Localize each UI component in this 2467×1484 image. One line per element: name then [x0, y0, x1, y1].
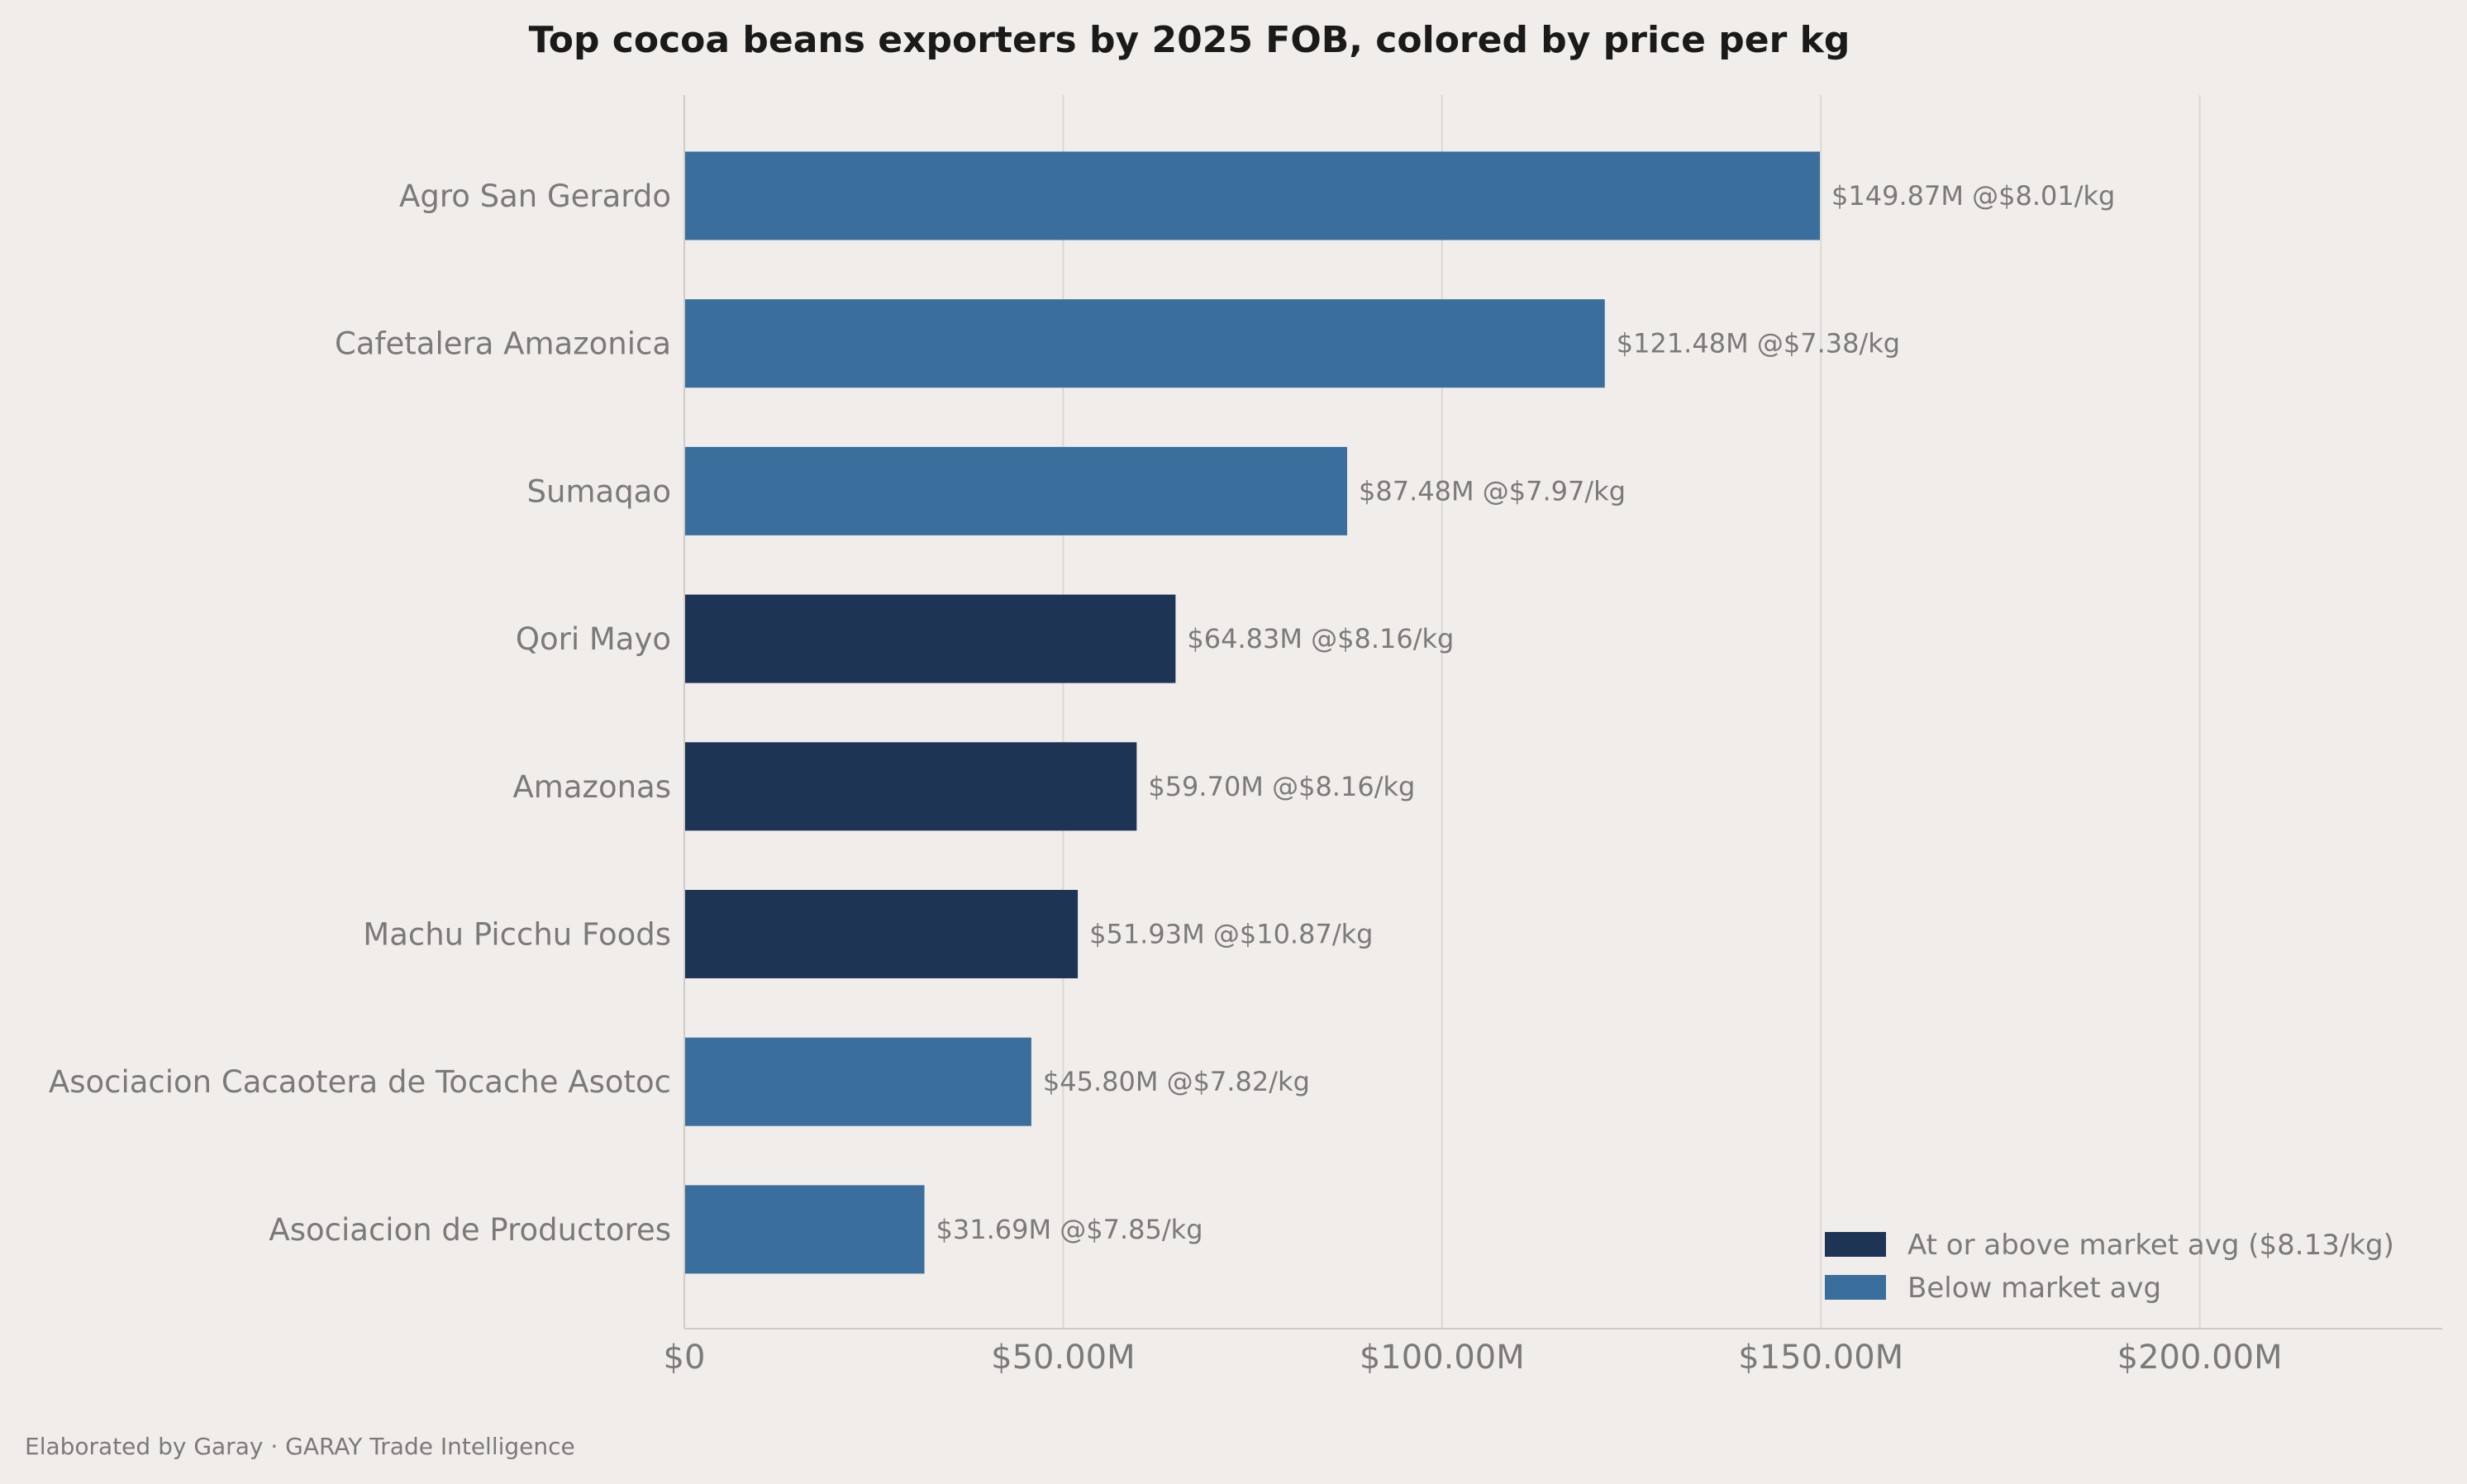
x-tick-label: $100.00M [1360, 1339, 1525, 1377]
x-tick-label: $0 [664, 1339, 706, 1377]
data-label: $64.83M @$8.16/kg [1187, 623, 1454, 654]
x-tick-label: $200.00M [2117, 1339, 2283, 1377]
bar [685, 594, 1176, 683]
bar [685, 742, 1137, 831]
bar [685, 151, 1821, 240]
data-label: $87.48M @$7.97/kg [1359, 475, 1626, 507]
bars [685, 151, 1821, 1274]
bar [685, 890, 1079, 978]
chart-title: Top cocoa beans exporters by 2025 FOB, c… [529, 19, 1850, 61]
x-tick-label: $150.00M [1738, 1339, 1903, 1377]
data-label: $149.87M @$8.01/kg [1831, 180, 2115, 212]
data-label: $121.48M @$7.38/kg [1617, 328, 1900, 359]
footer-credit: Elaborated by Garay · GARAY Trade Intell… [25, 1433, 575, 1460]
legend: At or above market avg ($8.13/kg) Below m… [1825, 1229, 2394, 1305]
x-tick-label: $50.00M [991, 1339, 1135, 1377]
category-label: Asociacion Cacaotera de Tocache Asotoc [49, 1064, 671, 1100]
legend-label: At or above market avg ($8.13/kg) [1907, 1229, 2394, 1262]
category-label: Qori Mayo [516, 621, 671, 657]
bar [685, 446, 1348, 535]
gridlines [683, 95, 2442, 1329]
data-label: $45.80M @$7.82/kg [1043, 1066, 1310, 1097]
legend-label: Below market avg [1907, 1272, 2161, 1305]
bar [685, 1185, 925, 1274]
data-labels: $149.87M @$8.01/kg $121.48M @$7.38/kg $87.… [936, 180, 2116, 1245]
category-label: Sumaqao [527, 473, 671, 509]
bar [685, 299, 1605, 388]
data-label: $51.93M @$10.87/kg [1089, 919, 1373, 950]
category-label: Amazonas [513, 769, 672, 805]
category-label: Cafetalera Amazonica [335, 326, 671, 362]
legend-swatch [1825, 1232, 1886, 1257]
data-label: $31.69M @$7.85/kg [936, 1214, 1203, 1245]
category-label: Asociacion de Productores [269, 1212, 671, 1248]
category-labels: Agro San Gerardo Cafetalera Amazonica Suma… [49, 178, 671, 1248]
legend-swatch [1825, 1275, 1886, 1300]
category-label: Agro San Gerardo [399, 178, 671, 214]
x-axis-ticks: $0 $50.00M $100.00M $150.00M $200.00M [664, 1339, 2283, 1377]
data-label: $59.70M @$8.16/kg [1148, 771, 1415, 802]
category-label: Machu Picchu Foods [363, 917, 671, 953]
bar [685, 1037, 1031, 1126]
